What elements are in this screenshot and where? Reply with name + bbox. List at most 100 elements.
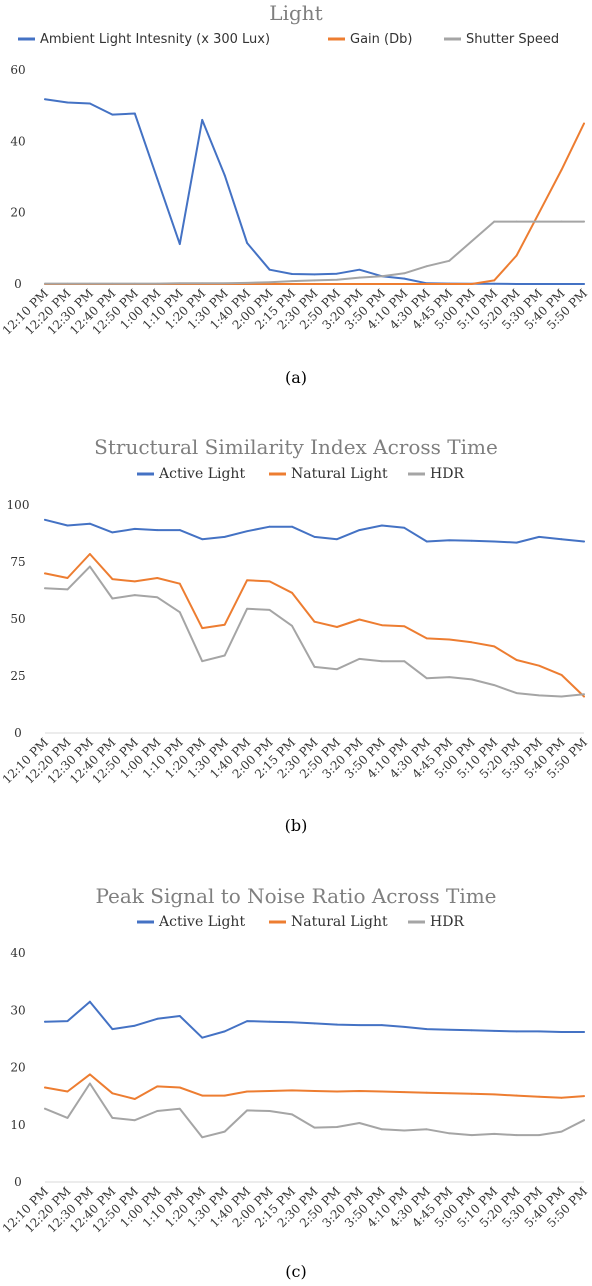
data-point <box>380 1128 383 1131</box>
data-point <box>515 1134 518 1136</box>
data-point <box>246 282 249 284</box>
data-point <box>515 659 518 661</box>
data-point <box>313 536 316 538</box>
data-point <box>425 283 428 285</box>
data-point <box>358 283 361 285</box>
data-point <box>313 1022 316 1025</box>
data-point <box>291 280 293 283</box>
data-point <box>538 211 540 214</box>
data-point <box>291 1089 293 1092</box>
data-point <box>358 529 361 531</box>
data-point <box>380 660 383 663</box>
y-tick-label: 30 <box>10 1003 25 1017</box>
data-point <box>583 1095 585 1098</box>
legend-label: Ambient Light Intesnity (x 300 Lux) <box>40 32 270 47</box>
data-point <box>156 282 159 285</box>
data-point <box>380 283 383 285</box>
y-tick-label: 40 <box>10 134 25 148</box>
data-point <box>538 1095 540 1098</box>
data-point <box>246 607 249 610</box>
data-point <box>493 1093 496 1096</box>
data-point <box>493 684 496 687</box>
data-point <box>291 624 293 627</box>
chart-title: Light <box>269 1 322 25</box>
data-point <box>448 283 451 285</box>
data-point <box>538 664 540 667</box>
data-point <box>515 692 518 694</box>
y-tick-label: 60 <box>10 63 25 77</box>
data-point <box>291 1021 293 1024</box>
data-point <box>246 242 249 244</box>
data-point <box>313 1126 316 1129</box>
data-point <box>493 282 496 285</box>
data-point <box>268 1020 271 1023</box>
data-point <box>156 529 159 531</box>
data-point <box>223 654 226 657</box>
data-point <box>313 273 316 276</box>
data-point <box>538 536 540 538</box>
data-point <box>156 177 159 180</box>
data-point <box>515 541 518 544</box>
data-point <box>560 220 563 223</box>
data-point <box>89 1082 91 1085</box>
data-point <box>560 695 563 698</box>
data-point <box>560 1130 563 1133</box>
chart-title: Peak Signal to Noise Ratio Across Time <box>95 884 496 908</box>
data-point <box>66 577 69 579</box>
series-line <box>44 565 585 698</box>
data-point <box>268 580 271 583</box>
data-point <box>358 1090 361 1092</box>
data-point <box>583 283 585 285</box>
data-point <box>89 553 91 555</box>
data-point <box>336 272 338 275</box>
data-point <box>403 1025 406 1028</box>
data-point <box>560 283 563 285</box>
data-point <box>223 1094 226 1097</box>
y-tick-label: 75 <box>10 555 25 569</box>
data-point <box>89 565 91 568</box>
data-point <box>201 282 204 285</box>
data-point <box>44 572 46 575</box>
data-point <box>246 530 249 533</box>
data-point <box>133 594 136 596</box>
data-point <box>403 625 406 628</box>
data-point <box>358 1024 361 1027</box>
data-point <box>515 1030 518 1033</box>
caption-c: (c) <box>285 1262 307 1281</box>
data-point <box>493 279 496 282</box>
data-point <box>583 695 585 698</box>
data-point <box>291 591 293 594</box>
series-line <box>44 518 585 544</box>
data-point <box>89 1073 91 1076</box>
data-point <box>178 529 181 531</box>
data-point <box>89 1000 91 1003</box>
data-point <box>223 174 226 177</box>
data-point <box>44 98 46 101</box>
data-point <box>470 539 473 542</box>
data-point <box>268 281 271 284</box>
data-point <box>89 282 91 285</box>
data-point <box>133 112 136 115</box>
data-point <box>178 1015 181 1017</box>
data-point <box>44 518 46 521</box>
data-point <box>268 268 271 271</box>
data-point <box>470 1134 473 1136</box>
data-point <box>403 526 406 529</box>
data-point <box>223 536 226 538</box>
data-point <box>425 540 428 543</box>
data-point <box>336 626 338 628</box>
data-point <box>358 658 361 660</box>
data-point <box>111 113 114 116</box>
data-point <box>156 1017 159 1020</box>
chart-c-svg: Peak Signal to Noise Ratio Across Time Ac… <box>0 884 590 1236</box>
data-point <box>538 1030 540 1033</box>
data-point <box>538 1134 540 1136</box>
data-point <box>133 1119 136 1122</box>
data-point <box>133 1024 136 1027</box>
data-point <box>178 1107 181 1110</box>
data-point <box>380 1090 383 1093</box>
data-point <box>246 1090 249 1093</box>
data-point <box>448 638 451 641</box>
data-point <box>538 694 540 697</box>
y-tick-label: 10 <box>10 1118 25 1132</box>
